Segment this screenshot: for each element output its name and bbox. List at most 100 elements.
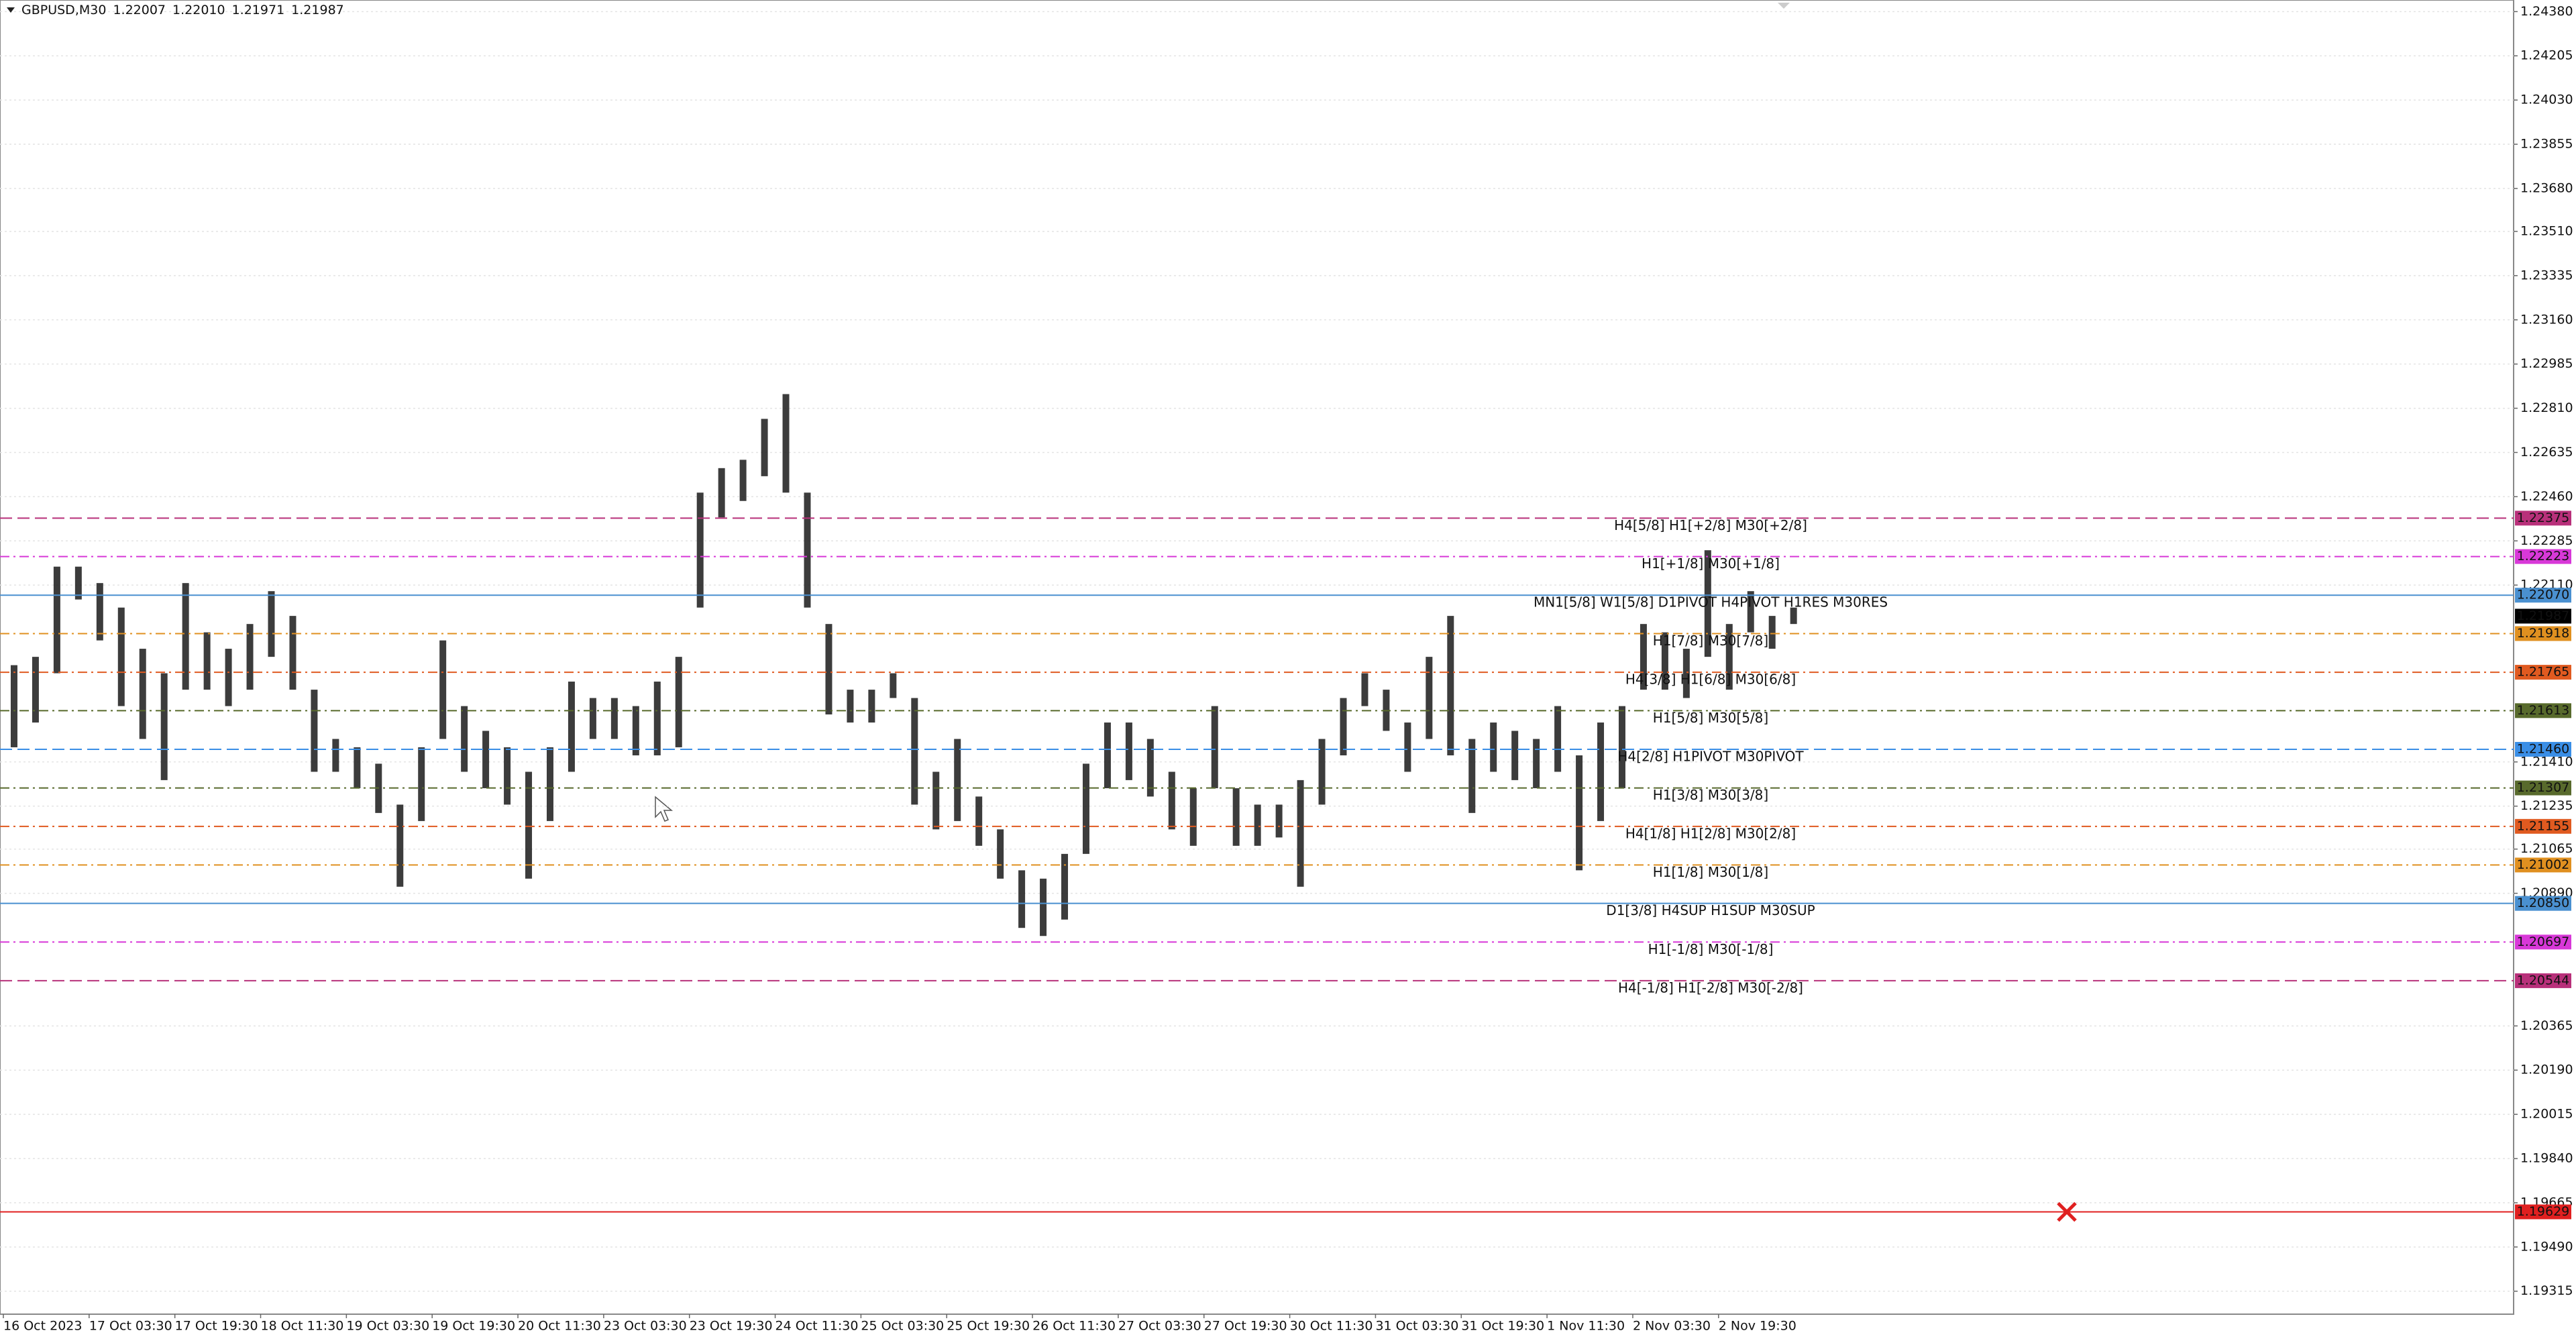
price-bar: [354, 747, 361, 788]
y-tick-label: 1.22985: [2520, 356, 2573, 371]
level-price: 1.22375: [2517, 511, 2570, 525]
level-price-box: [2515, 857, 2571, 873]
level-price-box: [2515, 549, 2571, 564]
price-bar: [1447, 616, 1454, 755]
price-bar: [1511, 731, 1519, 780]
x-tick-label: 2 Nov 19:30: [1719, 1319, 1796, 1334]
price-bar: [1211, 706, 1218, 788]
price-bar: [182, 583, 189, 690]
y-tick-label: 1.24380: [2520, 4, 2573, 19]
x-tick-label: 1 Nov 11:30: [1547, 1319, 1625, 1334]
price-bar: [568, 682, 575, 772]
price-bar: [696, 492, 704, 608]
level-price-box: [2515, 665, 2571, 680]
x-tick-label: 31 Oct 03:30: [1375, 1319, 1458, 1334]
x-tick-label: 17 Oct 19:30: [175, 1319, 258, 1334]
price-bar: [825, 624, 833, 714]
level-label: H1[1/8] M30[1/8]: [1653, 864, 1768, 880]
quote-close: 1.21987: [291, 3, 344, 17]
price-bar: [139, 649, 146, 739]
y-tick-label: 1.20015: [2520, 1107, 2573, 1122]
price-bar: [718, 468, 725, 518]
x-tick-label: 17 Oct 03:30: [89, 1319, 172, 1334]
y-tick-label: 1.19840: [2520, 1151, 2573, 1166]
price-bar: [246, 624, 254, 690]
level-label: H4[-1/8] H1[-2/8] M30[-2/8]: [1618, 979, 1803, 996]
level-price: 1.21460: [2517, 741, 2570, 756]
quote-low: 1.21971: [231, 3, 285, 17]
price-bar: [1189, 788, 1197, 846]
y-tick-label: 1.22460: [2520, 489, 2573, 504]
level-price: 1.21918: [2517, 626, 2570, 641]
price-bar: [1725, 624, 1733, 690]
price-bar: [439, 640, 447, 739]
price-bar: [53, 566, 60, 674]
price-bar: [1468, 739, 1476, 813]
x-tick-label: 25 Oct 03:30: [861, 1319, 944, 1334]
y-tick-label: 1.21410: [2520, 754, 2573, 769]
y-tick-label: 1.23160: [2520, 312, 2573, 327]
level-price: 1.21155: [2517, 818, 2570, 833]
price-bar: [96, 583, 103, 641]
y-tick-label: 1.22285: [2520, 533, 2573, 548]
level-label: H1[3/8] M30[3/8]: [1653, 787, 1768, 803]
level-price-box: [2515, 511, 2571, 526]
price-bar: [1576, 755, 1583, 871]
price-bar: [1061, 853, 1069, 920]
price-bar: [782, 394, 790, 493]
price-bar: [1082, 763, 1089, 854]
price-bar: [1790, 607, 1797, 625]
y-tick-label: 1.19315: [2520, 1283, 2573, 1298]
price-bar: [482, 731, 490, 788]
level-label: MN1[5/8] W1[5/8] D1PIVOT H4PIVOT H1RES M…: [1534, 594, 1888, 610]
price-bar: [225, 649, 232, 706]
price-bar: [10, 665, 17, 747]
price-bar: [1618, 706, 1625, 788]
price-bar: [1318, 739, 1326, 805]
x-tick-label: 16 Oct 2023: [3, 1319, 82, 1334]
price-bar: [932, 771, 940, 830]
level-price-box: [2515, 1204, 2571, 1220]
y-tick-label: 1.20190: [2520, 1063, 2573, 1077]
header: GBPUSD,M30 1.22007 1.22010 1.21971 1.219…: [7, 3, 344, 17]
x-tick-label: 2 Nov 03:30: [1633, 1319, 1711, 1334]
y-tick-label: 1.21235: [2520, 798, 2573, 813]
price-bar: [1040, 878, 1047, 936]
price-bar: [1297, 780, 1304, 887]
scroll-marker: [1778, 3, 1790, 9]
y-tick-label: 1.23680: [2520, 180, 2573, 195]
price-bar: [203, 632, 211, 690]
price-bar: [1146, 739, 1154, 797]
current-price: 1.21987: [2517, 608, 2570, 623]
mouse-cursor: [655, 796, 674, 822]
price-bar: [504, 747, 511, 805]
current-price-box: [2515, 608, 2571, 624]
level-price: 1.21002: [2517, 857, 2570, 872]
x-tick-label: 18 Oct 11:30: [261, 1319, 344, 1334]
price-bar: [761, 419, 768, 476]
price-bar: [1018, 870, 1026, 928]
price-bar: [311, 690, 318, 772]
price-bar: [868, 690, 875, 723]
level-price-box: [2515, 973, 2571, 988]
price-bar: [610, 698, 618, 739]
level-label: H1[-1/8] M30[-1/8]: [1648, 941, 1774, 957]
menu-arrow[interactable]: [7, 7, 15, 13]
price-bar: [117, 607, 125, 706]
x-tick-label: 25 Oct 19:30: [947, 1319, 1030, 1334]
level-price: 1.20697: [2517, 934, 2570, 949]
level-price: 1.19629: [2517, 1204, 2570, 1219]
level-label: H4[3/8] H1[6/8] M30[6/8]: [1625, 672, 1796, 688]
price-bar: [1232, 788, 1240, 846]
price-bar: [1661, 632, 1668, 690]
price-bar: [1404, 722, 1411, 772]
level-price: 1.20544: [2517, 973, 2570, 987]
price-bar: [653, 682, 661, 755]
level-marker: [2057, 1201, 2077, 1222]
price-bar: [1125, 722, 1132, 780]
level-price: 1.21307: [2517, 780, 2570, 795]
price-bar: [332, 739, 339, 772]
quote-high: 1.22010: [172, 3, 225, 17]
